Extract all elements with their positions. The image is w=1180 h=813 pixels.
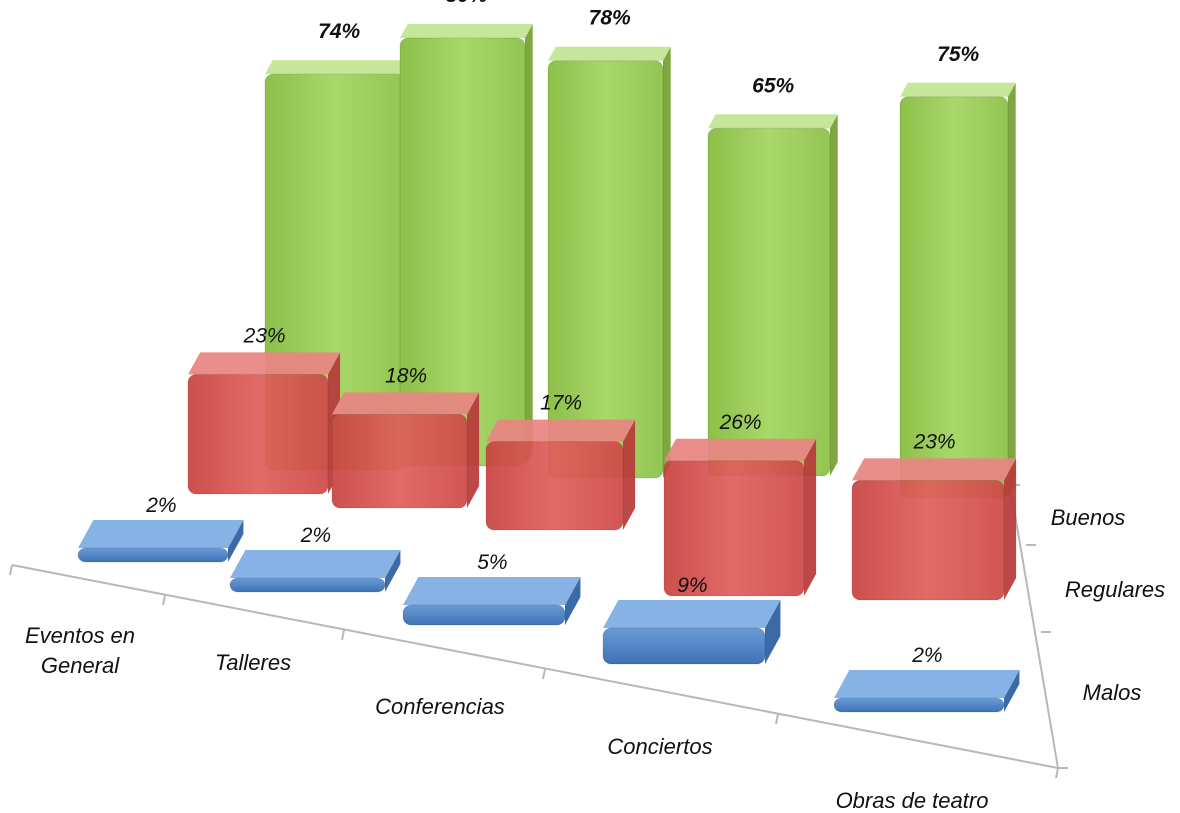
bar-front-face — [187, 373, 329, 495]
bar-malos-eventos-en-general — [77, 520, 244, 563]
bar-buenos-obras-de-teatro — [899, 82, 1016, 499]
bar-malos-obras-de-teatro — [833, 670, 1020, 713]
series-label-malos: Malos — [1083, 680, 1142, 705]
bar-side-face — [467, 392, 480, 508]
bar-malos-conciertos — [602, 600, 781, 665]
bar-top-face — [78, 520, 244, 548]
category-label-eventos-en-general: Eventos en General — [25, 623, 135, 678]
bar-side-face — [804, 438, 817, 596]
x-axis-tick — [775, 713, 779, 725]
bar-top-face — [403, 577, 581, 605]
data-label-buenos-2: 80% — [446, 0, 488, 7]
bar-front-face — [331, 413, 468, 509]
data-label-regulares-2: 18% — [385, 364, 427, 387]
bar-side-face — [765, 600, 781, 664]
bar-side-face — [623, 419, 636, 530]
data-label-malos-5: 2% — [911, 644, 942, 667]
bar-front-face — [602, 627, 766, 665]
x-axis-line — [11, 564, 1059, 769]
bar-regulares-conferencias — [485, 419, 636, 531]
bar-top-face — [708, 114, 838, 129]
data-label-malos-1: 2% — [145, 494, 176, 517]
x-axis-tick — [162, 594, 166, 606]
data-label-regulares-1: 23% — [243, 324, 286, 347]
bar-top-face — [900, 82, 1016, 97]
bar-buenos-conferencias — [547, 46, 671, 479]
bar-side-face — [1004, 670, 1020, 712]
bars — [77, 24, 1020, 713]
data-label-buenos-3: 78% — [589, 7, 631, 30]
series-regulares — [187, 352, 1017, 601]
category-label-conciertos: Conciertos — [607, 734, 712, 759]
bar-regulares-conciertos — [663, 438, 817, 597]
bar-top-face — [265, 60, 413, 75]
bar-side-face — [228, 520, 244, 562]
bar-side-face — [385, 550, 401, 592]
series-malos — [77, 520, 1020, 713]
data-label-regulares-5: 23% — [913, 430, 956, 453]
x-axis-tick — [9, 564, 13, 576]
bar-top-face — [332, 392, 480, 415]
data-label-regulares-4: 26% — [719, 411, 762, 434]
data-label-buenos-4: 65% — [752, 74, 794, 97]
bar-front-face — [833, 697, 1005, 713]
bar-front-face — [851, 479, 1005, 601]
bar-front-face — [547, 60, 664, 479]
bar-top-face — [486, 419, 636, 442]
bar-top-face — [188, 352, 341, 375]
bar-top-face — [852, 458, 1017, 481]
bar-top-face — [548, 46, 671, 61]
bar-malos-conferencias — [402, 577, 581, 626]
bar-side-face — [830, 114, 838, 476]
data-label-malos-3: 5% — [477, 551, 507, 574]
bar-front-face — [77, 547, 229, 563]
bar-top-face — [400, 24, 533, 38]
category-label-obras-de-teatro: Obras de teatro — [836, 788, 989, 813]
bar-front-face — [663, 460, 805, 597]
bar-front-face — [229, 577, 386, 593]
bar-top-face — [664, 438, 817, 461]
bar-top-face — [230, 550, 401, 578]
category-label-conferencias: Conferencias — [375, 694, 505, 719]
series-label-buenos: Buenos — [1051, 505, 1126, 530]
bar-regulares-talleres — [331, 392, 480, 509]
x-axis-tick — [341, 629, 345, 641]
axes — [9, 484, 1068, 779]
bar-side-face — [565, 577, 581, 625]
bar-regulares-obras-de-teatro — [851, 458, 1017, 601]
bar-front-face — [485, 441, 624, 531]
bar-side-face — [525, 24, 533, 466]
labels: 74% 80% 78% 65% 75% 23% 18% 17% 26% 23% 2% 2% 5% 9% 2%… — [25, 0, 1165, 813]
bar-top-face — [603, 600, 781, 628]
depth-axis-line — [1009, 484, 1059, 769]
series-label-regulares: Regulares — [1065, 577, 1165, 602]
bar-side-face — [1008, 82, 1016, 498]
data-label-malos-4: 9% — [677, 574, 707, 597]
data-label-malos-2: 2% — [300, 524, 331, 547]
bar-top-face — [834, 670, 1020, 698]
bar-front-face — [402, 604, 566, 626]
bar-regulares-eventos-en-general — [187, 352, 341, 495]
data-label-buenos-5: 75% — [937, 43, 979, 66]
bar-buenos-conciertos — [707, 114, 838, 477]
bar-side-face — [1004, 458, 1017, 600]
x-axis-tick — [1055, 767, 1059, 779]
bar-malos-talleres — [229, 550, 401, 593]
category-label-talleres: Talleres — [215, 650, 291, 675]
data-label-regulares-3: 17% — [540, 392, 582, 415]
x-axis-tick — [542, 668, 546, 680]
bar-side-face — [663, 46, 671, 478]
data-label-buenos-1: 74% — [318, 20, 360, 43]
